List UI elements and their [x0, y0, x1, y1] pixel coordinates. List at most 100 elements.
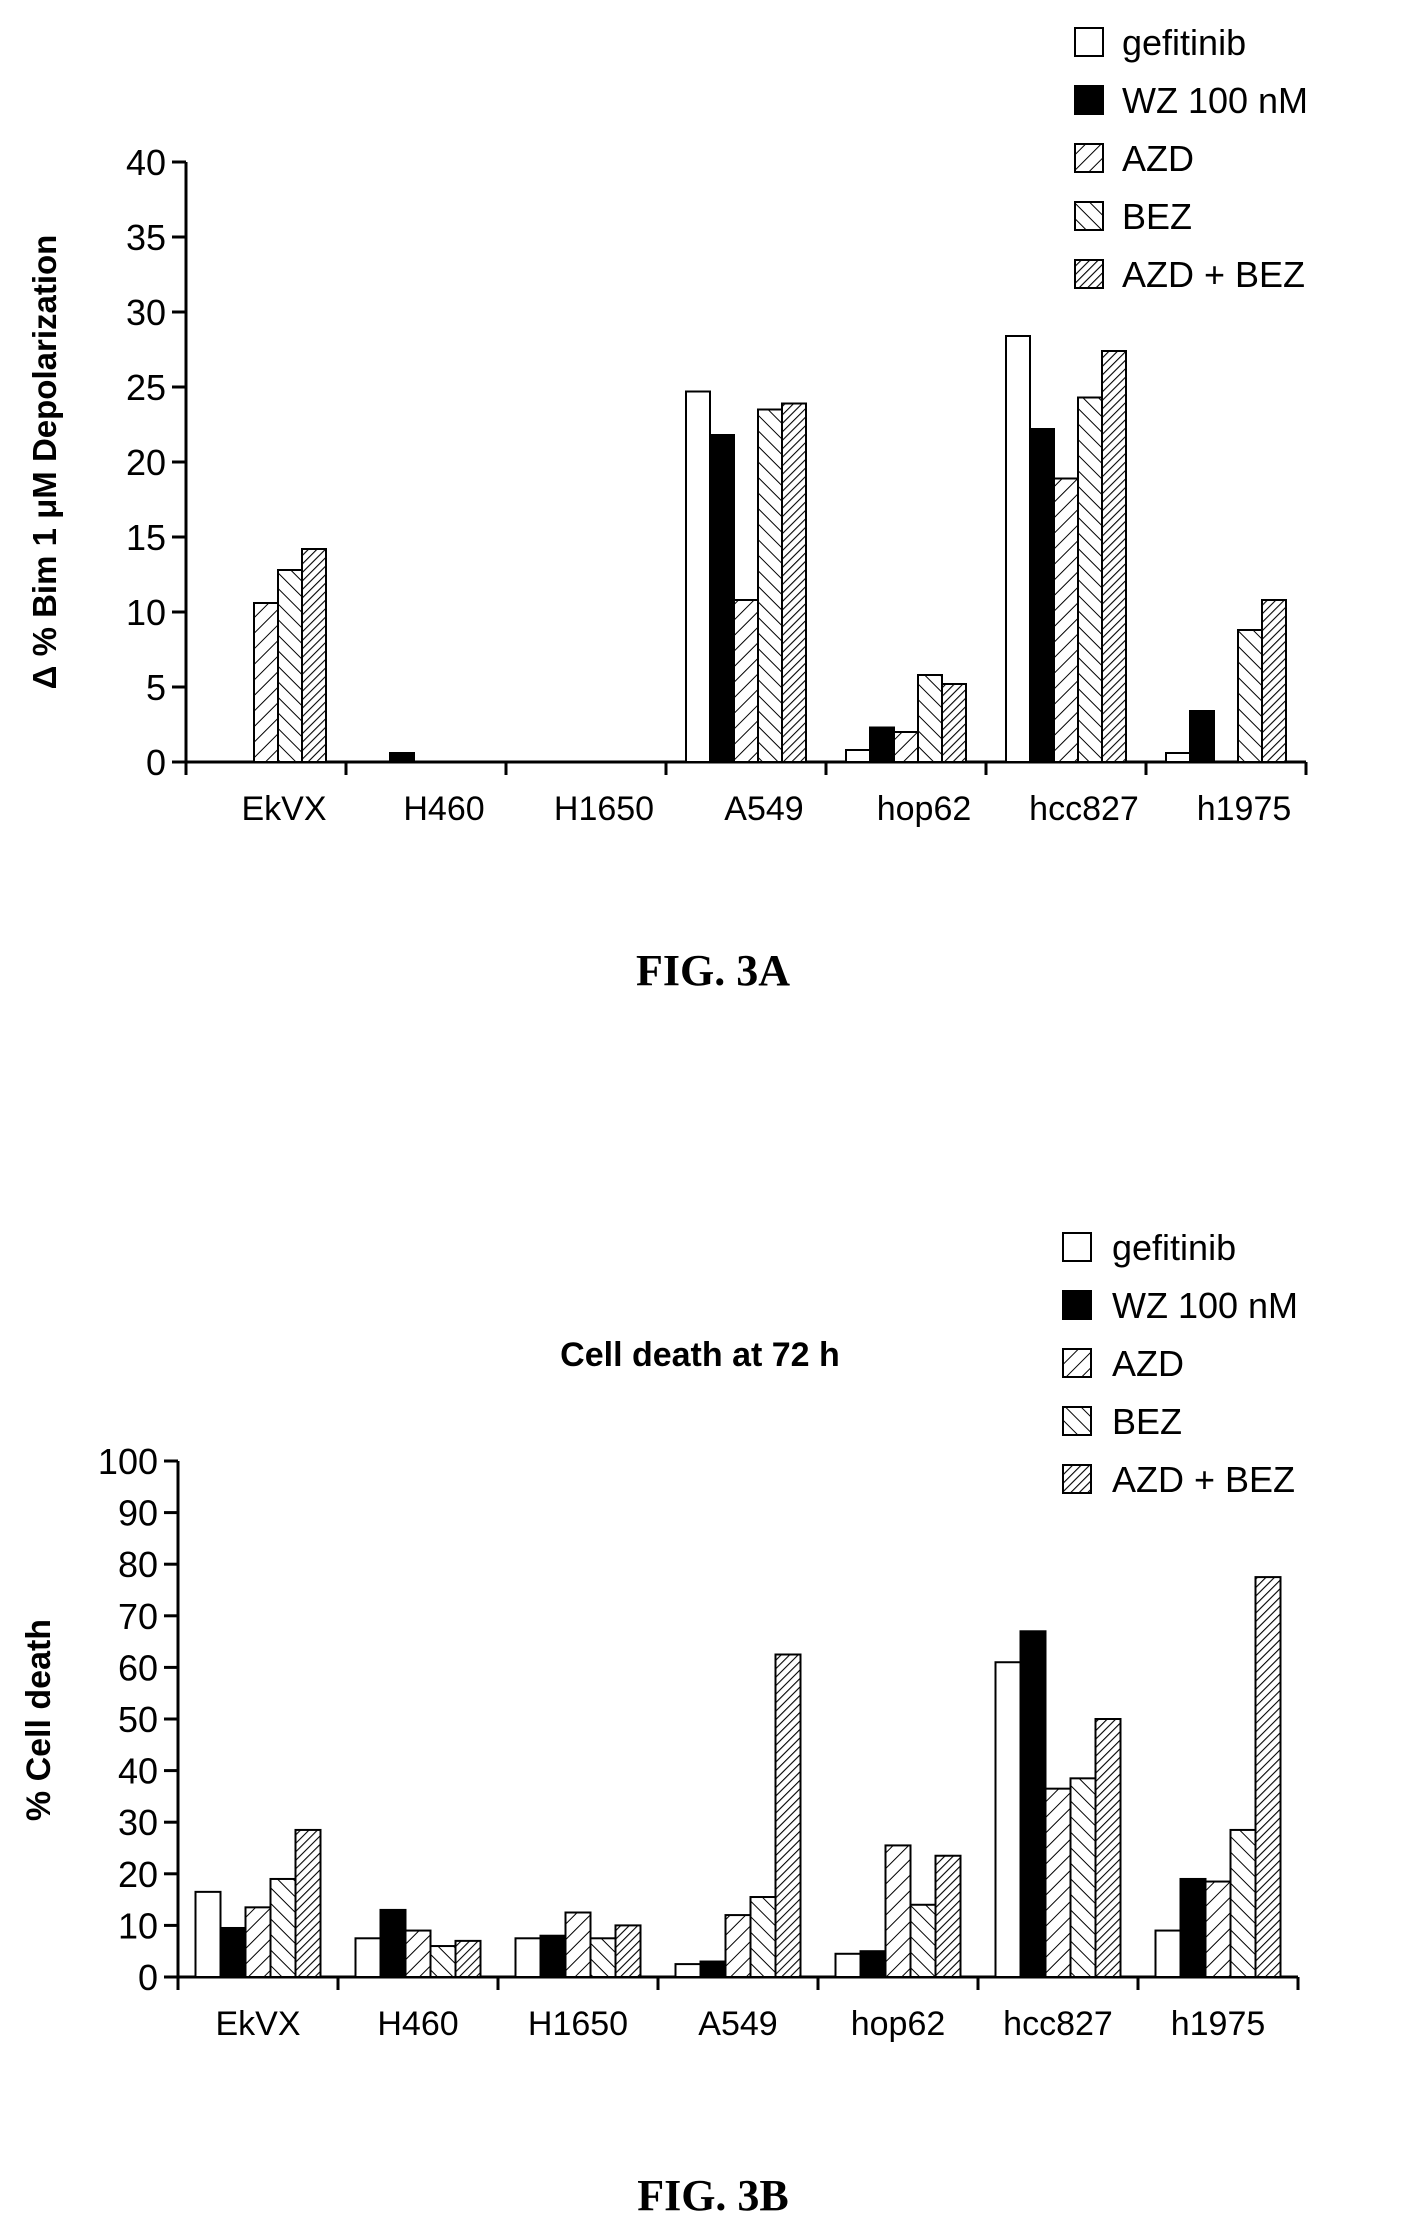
y-tick-label: 20: [126, 442, 166, 483]
y-tick-label: 30: [126, 292, 166, 333]
y-tick-label: 10: [126, 592, 166, 633]
bar-hcc827-azd-bez: [1094, 1718, 1122, 1978]
legend-label-bez: BEZ: [1112, 1401, 1182, 1442]
bar-a549-azd: [724, 1914, 752, 1978]
y-tick-label: 20: [118, 1854, 158, 1895]
x-category-label-a549: A549: [698, 2005, 777, 2043]
legend-label-azd: AZD: [1122, 138, 1194, 179]
y-tick-label: 60: [118, 1647, 158, 1688]
bar-hop62-azd: [893, 731, 919, 763]
y-tick-label: 0: [146, 742, 166, 783]
bar-ekvx-azd: [244, 1906, 272, 1978]
bar-h1650-gefitinib: [514, 1937, 542, 1979]
bar-hcc827-azd: [1044, 1787, 1072, 1979]
bar-a549-gefitinib: [674, 1963, 702, 1978]
bar-a549-azd-bez: [781, 402, 807, 763]
bar-h1975-azd-bez: [1254, 1576, 1282, 1978]
bar-a549-bez: [749, 1896, 777, 1979]
y-tick-label: 30: [118, 1802, 158, 1843]
y-tick-label: 40: [118, 1751, 158, 1792]
bar-h1975-bez: [1237, 629, 1263, 763]
bar-hcc827-wz-100-nm: [1029, 428, 1055, 763]
legend-label-wz-100-nm: WZ 100 nM: [1112, 1285, 1298, 1326]
chart-3b-title: Cell death at 72 h: [560, 1336, 840, 1374]
legend-swatch-azd: [1062, 1348, 1092, 1378]
y-tick-label: 0: [138, 1957, 158, 1998]
x-category-label-hcc827: hcc827: [1029, 790, 1139, 828]
x-category-label-ekvx: EkVX: [241, 790, 326, 828]
bar-a549-azd: [733, 599, 759, 763]
x-category-label-h1975: h1975: [1197, 790, 1292, 828]
legend-item-azd: AZD: [1062, 1343, 1184, 1384]
legend-swatch-wz-100-nm: [1074, 85, 1104, 115]
bar-ekvx-bez: [277, 569, 303, 763]
legend-swatch-azd: [1074, 143, 1104, 173]
legend-label-azd-bez: AZD + BEZ: [1112, 1459, 1295, 1500]
bar-a549-gefitinib: [685, 390, 711, 763]
chart-3b-legend: gefitinib WZ 100 nM AZD BEZ AZD + BEZ: [1062, 1227, 1298, 1500]
legend-swatch-azd-bez: [1062, 1464, 1092, 1494]
legend-swatch-azd-bez: [1074, 259, 1104, 289]
x-category-label-a549: A549: [724, 790, 803, 828]
bar-h1975-azd-bez: [1261, 599, 1287, 763]
bar-h1650-azd-bez: [614, 1924, 642, 1979]
chart-3b: Cell death at 72 h % Cell death gefitini…: [20, 1227, 1300, 2220]
bar-h1650-azd: [564, 1911, 592, 1978]
x-category-label-hop62: hop62: [851, 2005, 946, 2043]
bar-hcc827-gefitinib: [1005, 335, 1031, 763]
legend-swatch-bez: [1074, 201, 1104, 231]
chart-3a-ylabel: Δ % Bim 1 μM Depolarization: [26, 235, 63, 690]
bar-hcc827-azd-bez: [1101, 350, 1127, 763]
figure-caption-3a: FIG. 3A: [636, 946, 790, 995]
bar-hop62-azd-bez: [941, 683, 967, 763]
legend-swatch-bez: [1062, 1406, 1092, 1436]
bar-hcc827-bez: [1069, 1777, 1097, 1978]
bar-hop62-azd-bez: [934, 1854, 962, 1978]
legend-label-azd-bez: AZD + BEZ: [1122, 254, 1305, 295]
y-tick-label: 35: [126, 217, 166, 258]
legend-label-bez: BEZ: [1122, 196, 1192, 237]
x-category-label-ekvx: EkVX: [215, 2005, 300, 2043]
chart-3b-plot: 0 10 20 30 40 50 60 70 80 90 100 EkVX H460 H1650 A549 h…: [98, 1441, 1300, 2043]
bar-h460-azd: [404, 1929, 432, 1979]
bar-hop62-gefitinib: [834, 1952, 862, 1979]
bar-h1975-wz-100-nm: [1189, 710, 1215, 763]
bar-hop62-gefitinib: [845, 749, 871, 763]
y-tick-label: 90: [118, 1493, 158, 1534]
x-category-label-h460: H460: [377, 2005, 458, 2043]
y-tick-label: 5: [146, 667, 166, 708]
legend-item-gefitinib: gefitinib: [1074, 22, 1246, 63]
bar-h1975-bez: [1229, 1828, 1257, 1978]
x-category-label-h460: H460: [403, 790, 484, 828]
legend-item-gefitinib: gefitinib: [1062, 1227, 1236, 1268]
bar-h460-azd-bez: [454, 1939, 482, 1979]
y-tick-label: 100: [98, 1441, 158, 1482]
legend-swatch-gefitinib: [1062, 1232, 1092, 1262]
figure-caption-3b: FIG. 3B: [637, 2171, 789, 2220]
bar-a549-azd-bez: [774, 1653, 802, 1978]
bar-h460-wz-100-nm: [389, 752, 415, 763]
bar-h1650-wz-100-nm: [539, 1934, 567, 1978]
chart-3a: Δ % Bim 1 μM Depolarization gefitinib WZ…: [26, 22, 1308, 995]
legend-label-gefitinib: gefitinib: [1112, 1227, 1236, 1268]
bar-ekvx-azd-bez: [294, 1828, 322, 1978]
y-tick-label: 70: [118, 1596, 158, 1637]
legend-swatch-wz-100-nm: [1062, 1290, 1092, 1320]
bar-h1975-wz-100-nm: [1179, 1877, 1207, 1978]
chart-3a-legend: gefitinib WZ 100 nM AZD BEZ AZD + BEZ: [1074, 22, 1308, 295]
legend-item-azd: AZD: [1074, 138, 1194, 179]
x-category-label-h1650: H1650: [554, 790, 654, 828]
y-tick-label: 40: [126, 142, 166, 183]
legend-label-wz-100-nm: WZ 100 nM: [1122, 80, 1308, 121]
bar-h1650-bez: [589, 1937, 617, 1979]
bar-h460-gefitinib: [354, 1937, 382, 1979]
bar-hcc827-bez: [1077, 396, 1103, 763]
bar-hop62-bez: [909, 1903, 937, 1979]
bar-h1975-gefitinib: [1154, 1929, 1182, 1979]
y-tick-label: 15: [126, 517, 166, 558]
chart-3a-plot: 0 5 10 15 20 25 30 35 40 EkVX H460 H1650 A549 hop62 hc…: [126, 142, 1308, 828]
y-tick-label: 80: [118, 1544, 158, 1585]
bar-ekvx-azd-bez: [301, 548, 327, 763]
y-tick-label: 25: [126, 367, 166, 408]
bar-hop62-azd: [884, 1844, 912, 1979]
